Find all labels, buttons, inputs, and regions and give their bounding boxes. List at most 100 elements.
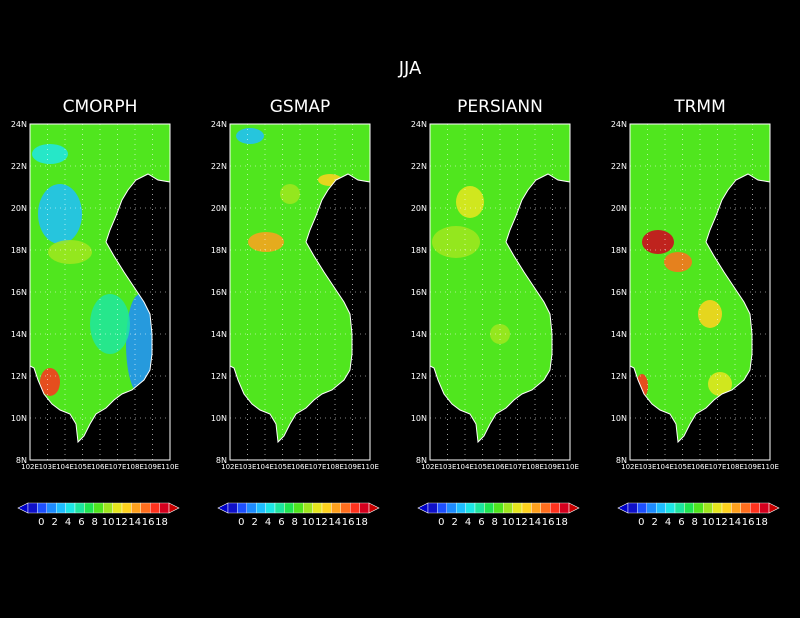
colorbar-label: 6 (78, 517, 84, 528)
colorbar-swatch (293, 502, 304, 514)
lon-tick-label: 102E (621, 463, 639, 471)
colorbar-swatch (549, 502, 560, 514)
lat-tick-label: 22N (411, 162, 427, 171)
lat-tick-label: 8N (416, 456, 427, 465)
panel-title: CMORPH (63, 97, 138, 117)
lon-tick-label: 103E (439, 463, 457, 471)
lat-tick-label: 22N (611, 162, 627, 171)
colorbar-swatch (637, 502, 647, 514)
lon-tick-label: 104E (656, 463, 674, 471)
lon-tick-label: 103E (239, 463, 257, 471)
colorbar-swatch (749, 502, 760, 514)
lat-tick-label: 14N (11, 330, 27, 339)
colorbar-label: 6 (678, 517, 684, 528)
colorbar-label: 16 (142, 517, 155, 528)
lat-tick-label: 20N (11, 204, 27, 213)
lat-tick-label: 20N (211, 204, 227, 213)
colorbar-swatch (140, 502, 151, 514)
colorbar-swatch (27, 502, 38, 514)
colorbar-swatch (56, 502, 66, 514)
lat-tick-label: 14N (211, 330, 227, 339)
colorbar-label: 4 (465, 517, 471, 528)
lon-tick-label: 108E (526, 463, 544, 471)
colorbar-label: 8 (692, 517, 698, 528)
colorbar-swatch (340, 502, 351, 514)
lon-tick-label: 108E (326, 463, 344, 471)
colorbar-label: 4 (65, 517, 71, 528)
colorbar-swatch (149, 502, 160, 514)
colorbar-label: 10 (502, 517, 515, 528)
colorbar-label: 2 (452, 517, 458, 528)
colorbar-swatch (531, 502, 542, 514)
map-frame (429, 123, 571, 461)
map-frame (29, 123, 171, 461)
colorbar-label: 16 (342, 517, 355, 528)
colorbar-label: 18 (555, 517, 568, 528)
lon-tick-label: 103E (639, 463, 657, 471)
colorbar-label: 0 (438, 517, 444, 528)
lon-tick-label: 107E (509, 463, 527, 471)
lon-tick-label: 109E (544, 463, 562, 471)
colorbar-max-arrow (368, 502, 380, 514)
colorbar-swatch (456, 502, 466, 514)
rain-contour (236, 128, 264, 144)
lat-tick-label: 20N (411, 204, 427, 213)
rain-contour (126, 294, 154, 394)
lat-tick-label: 22N (11, 162, 27, 171)
lon-tick-label: 110E (561, 463, 579, 471)
lon-tick-label: 106E (91, 463, 109, 471)
lat-tick-label: 16N (211, 288, 227, 297)
colorbar-swatch (493, 502, 504, 514)
panel-title: PERSIANN (457, 97, 543, 117)
lon-tick-label: 105E (274, 463, 292, 471)
lon-tick-label: 109E (744, 463, 762, 471)
colorbar-swatch (84, 502, 95, 514)
colorbar-label: 6 (278, 517, 284, 528)
colorbar-swatch (540, 502, 551, 514)
lat-tick-label: 24N (411, 120, 427, 129)
colorbar: 0 2 4 6 8 10 12 14 16 18 (217, 502, 380, 528)
colorbar-swatch (74, 502, 85, 514)
map-frame (629, 123, 771, 461)
colorbar-label: 2 (252, 517, 258, 528)
colorbar-swatch (331, 502, 342, 514)
colorbar-label: 12 (715, 517, 728, 528)
rain-contour (280, 184, 300, 204)
lon-tick-label: 102E (21, 463, 39, 471)
lon-tick-label: 103E (39, 463, 57, 471)
lat-tick-label: 16N (611, 288, 627, 297)
colorbar-swatch (427, 502, 438, 514)
colorbar-swatch (446, 502, 457, 514)
colorbar-label: 14 (328, 517, 341, 528)
colorbar-label: 10 (102, 517, 115, 528)
colorbar-swatch (559, 502, 570, 514)
lat-tick-label: 18N (11, 246, 27, 255)
lon-tick-label: 110E (161, 463, 179, 471)
colorbar-swatch (740, 502, 751, 514)
colorbar-label: 18 (155, 517, 168, 528)
rain-contour (48, 240, 92, 264)
colorbar: 0 2 4 6 8 10 12 14 16 18 (417, 502, 580, 528)
colorbar-swatch (131, 502, 142, 514)
rain-contour (664, 252, 692, 272)
colorbar-label: 0 (638, 517, 644, 528)
colorbar-label: 14 (528, 517, 541, 528)
colorbar-swatch (159, 502, 170, 514)
lat-tick-label: 14N (411, 330, 427, 339)
lon-tick-label: 105E (74, 463, 92, 471)
lon-tick-label: 102E (221, 463, 239, 471)
lat-tick-label: 22N (211, 162, 227, 171)
rain-contour (248, 232, 284, 252)
colorbar: 0 2 4 6 8 10 12 14 16 18 (17, 502, 180, 528)
colorbar-swatch (521, 502, 532, 514)
figure-title: JJA (398, 58, 422, 79)
colorbar-label: 18 (355, 517, 368, 528)
colorbar-swatch (237, 502, 247, 514)
lat-tick-label: 10N (211, 414, 227, 423)
